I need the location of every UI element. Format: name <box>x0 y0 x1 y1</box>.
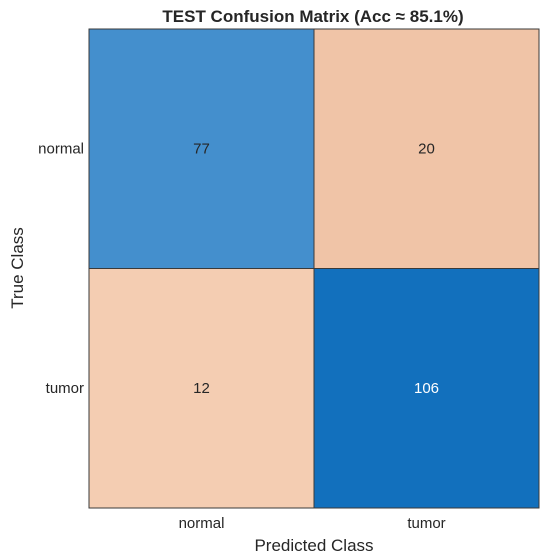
cell-value-normal-tumor: 20 <box>418 140 435 157</box>
plot-frame <box>88 28 540 509</box>
x-axis-label: Predicted Class <box>254 536 373 555</box>
x-tick-label-normal: normal <box>179 515 225 532</box>
y-axis-label: True Class <box>8 227 27 309</box>
y-tick-label-tumor: tumor <box>46 380 84 397</box>
heatmap-cells <box>88 28 540 509</box>
y-tick-label-normal: normal <box>38 140 84 157</box>
heatmap-cell-normal-normal <box>88 28 315 269</box>
heatmap-cell-normal-tumor <box>313 28 540 269</box>
x-tick-label-tumor: tumor <box>407 515 445 532</box>
heatmap-cell-tumor-tumor <box>313 268 540 509</box>
y-tick-labels: normal tumor <box>38 140 84 397</box>
chart-title: TEST Confusion Matrix (Acc ≈ 85.1%) <box>162 7 463 26</box>
cell-value-tumor-tumor: 106 <box>414 380 439 397</box>
cell-value-normal-normal: 77 <box>193 140 210 157</box>
cell-value-tumor-normal: 12 <box>193 380 210 397</box>
x-tick-labels: normal tumor <box>179 515 446 532</box>
heatmap-cell-tumor-normal <box>88 268 315 509</box>
cell-value-labels: 77 20 12 106 <box>193 140 439 397</box>
